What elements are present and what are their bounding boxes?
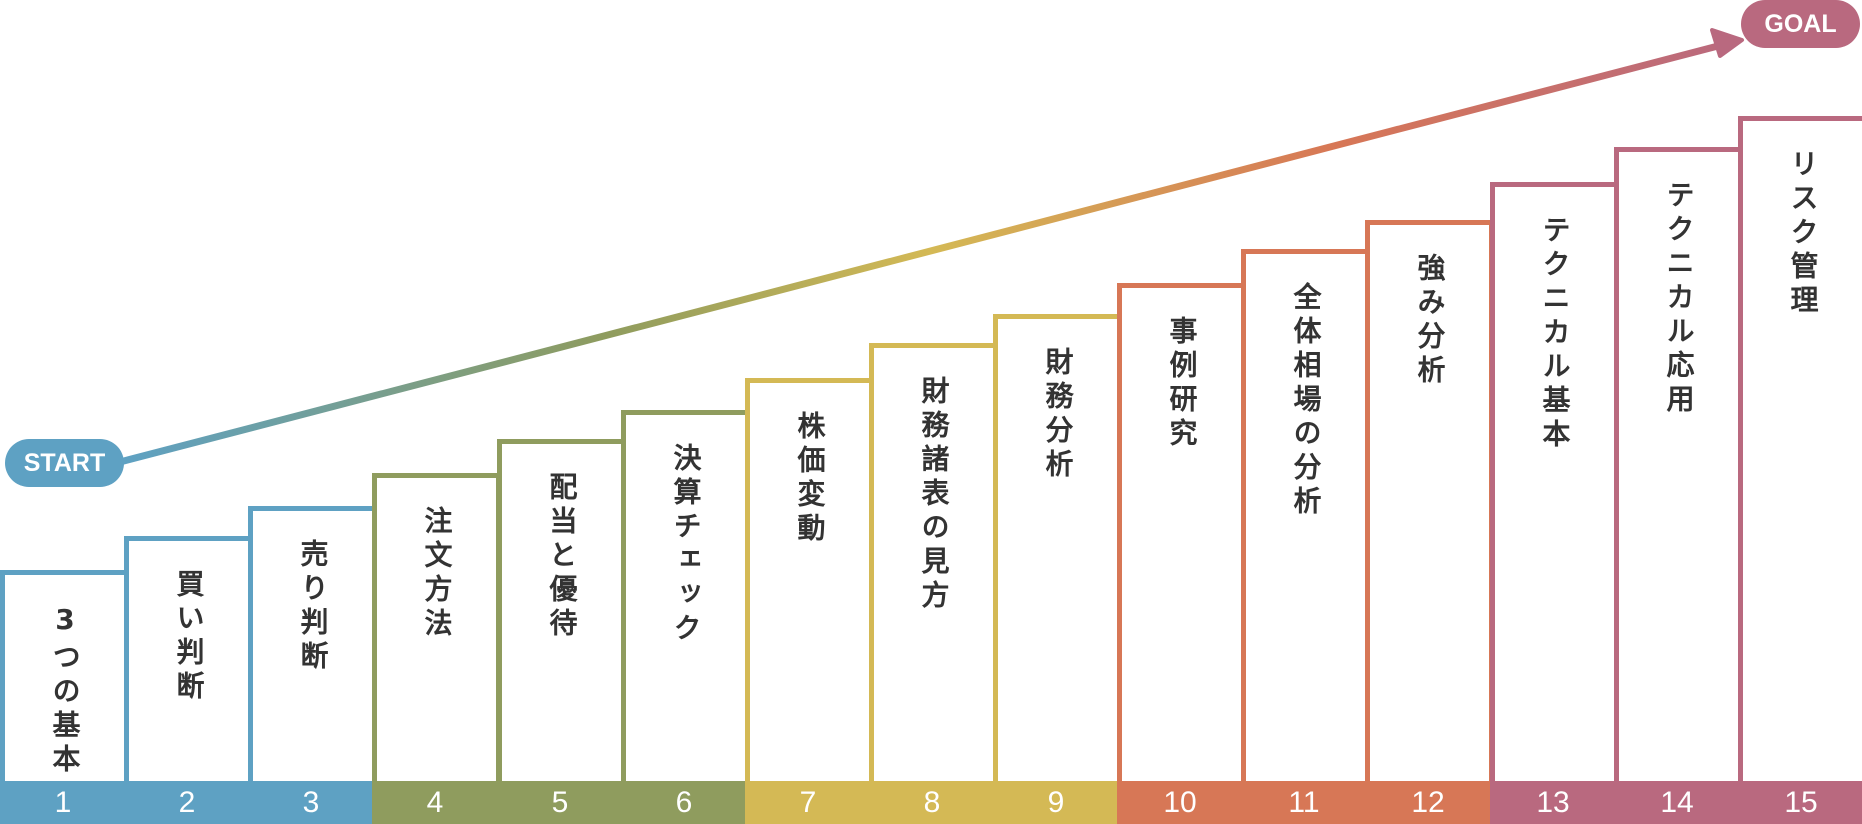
- step-number: 15: [1738, 781, 1862, 824]
- step-number: 2: [124, 781, 250, 824]
- step-label: 注文方法: [420, 506, 454, 642]
- step-label: 財務分析: [1041, 347, 1075, 483]
- arrow-line: [119, 42, 1719, 466]
- step-number: 14: [1614, 781, 1740, 824]
- step-number: 4: [372, 781, 498, 824]
- step-label: リスク管理: [1786, 149, 1820, 319]
- step-label: 売り判断: [296, 539, 330, 675]
- step-number: 12: [1365, 781, 1491, 824]
- step-label: 強み分析: [1413, 253, 1447, 389]
- step-number: 6: [621, 781, 747, 824]
- step-number: 13: [1490, 781, 1616, 824]
- step-1: 3つの基本: [0, 570, 129, 781]
- step-11: 全体相場の分析: [1241, 249, 1370, 781]
- step-number: 10: [1117, 781, 1243, 824]
- arrow-head: [1710, 28, 1744, 58]
- step-label: テクニカル基本: [1538, 215, 1572, 453]
- step-number: 11: [1241, 781, 1367, 824]
- step-label: 株価変動: [793, 411, 827, 547]
- step-14: テクニカル応用: [1614, 147, 1743, 781]
- step-13: テクニカル基本: [1490, 182, 1619, 781]
- step-number: 7: [745, 781, 871, 824]
- step-12: 強み分析: [1365, 220, 1494, 781]
- step-6: 決算チェック: [621, 410, 750, 781]
- step-number: 8: [869, 781, 995, 824]
- step-15: リスク管理: [1738, 116, 1862, 781]
- step-4: 注文方法: [372, 473, 501, 781]
- step-5: 配当と優待: [497, 439, 626, 781]
- step-label: 決算チェック: [669, 443, 703, 647]
- step-number: 3: [248, 781, 374, 824]
- step-number: 9: [993, 781, 1119, 824]
- start-badge: START: [5, 439, 124, 487]
- step-7: 株価変動: [745, 378, 874, 781]
- step-number: 1: [0, 781, 126, 824]
- step-number: 5: [497, 781, 623, 824]
- step-label: 買い判断: [172, 569, 206, 705]
- step-2: 買い判断: [124, 536, 253, 781]
- step-10: 事例研究: [1117, 283, 1246, 781]
- step-label: 配当と優待: [545, 472, 579, 642]
- step-label: 財務諸表の見方: [917, 376, 951, 614]
- goal-badge: GOAL: [1741, 0, 1860, 48]
- step-label: テクニカル応用: [1662, 180, 1696, 418]
- step-9: 財務分析: [993, 314, 1122, 781]
- step-label: 3つの基本: [48, 603, 82, 778]
- step-label: 事例研究: [1165, 316, 1199, 452]
- step-3: 売り判断: [248, 506, 377, 781]
- step-8: 財務諸表の見方: [869, 343, 998, 781]
- step-label: 全体相場の分析: [1289, 282, 1323, 520]
